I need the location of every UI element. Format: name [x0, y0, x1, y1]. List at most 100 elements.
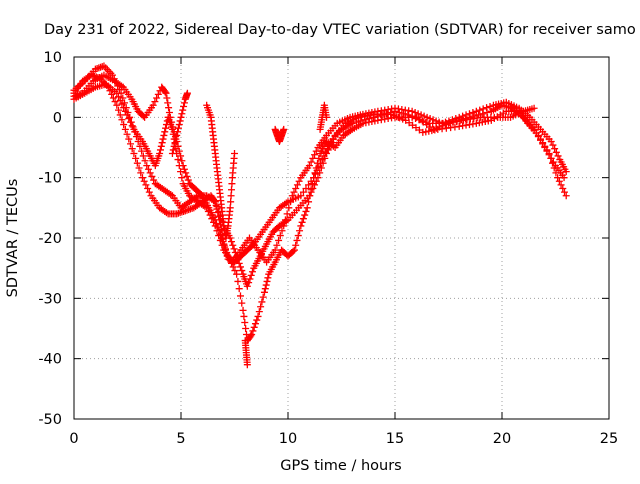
data-point [168, 150, 176, 158]
data-point [157, 142, 165, 150]
x-tick-label: 25 [600, 431, 618, 447]
data-point [312, 177, 320, 185]
data-point [247, 271, 255, 279]
data-point [305, 162, 313, 170]
data-point [180, 102, 188, 110]
data-point [228, 238, 236, 246]
data-point [173, 131, 181, 139]
data-point [552, 169, 560, 177]
data-point [154, 90, 162, 98]
data-point [118, 116, 126, 124]
data-point [243, 361, 251, 369]
data-point [228, 259, 236, 267]
data-point [171, 139, 179, 147]
data-point [400, 110, 408, 118]
data-point [323, 150, 331, 158]
data-point [184, 176, 192, 184]
data-point [212, 201, 220, 209]
data-point [479, 105, 487, 113]
data-point [211, 222, 219, 230]
data-point [263, 277, 271, 285]
data-point [253, 316, 261, 324]
tick-layer: 0 5 10 15 20 25 -50 -40 -30 -20 -10 0 10 [38, 50, 618, 447]
data-point [258, 298, 266, 306]
data-point [233, 252, 241, 260]
data-point [420, 112, 428, 120]
data-point [130, 150, 138, 158]
data-point [288, 192, 296, 200]
data-point [121, 107, 129, 115]
data-point [175, 162, 183, 170]
data-point [486, 102, 494, 110]
data-point [324, 146, 332, 154]
data-point [162, 124, 170, 132]
y-axis-label: SDTVAR / TECUs [5, 179, 21, 298]
data-point [547, 154, 555, 162]
series-track-d [70, 80, 570, 266]
data-point [301, 211, 309, 219]
data-point [310, 174, 318, 182]
data-point [329, 135, 337, 143]
series-track-i [316, 101, 331, 133]
data-point [143, 162, 151, 170]
data-point [168, 125, 176, 133]
data-point [245, 279, 253, 287]
data-point [156, 146, 164, 154]
data-point [233, 270, 241, 278]
data-point [298, 218, 306, 226]
chart-title: Day 231 of 2022, Sidereal Day-to-day VTE… [44, 22, 636, 38]
data-point [285, 204, 293, 212]
data-point [315, 154, 323, 162]
data-point [183, 89, 191, 97]
data-point [323, 113, 331, 121]
data-point [483, 104, 491, 112]
data-point [238, 267, 246, 275]
data-point [144, 165, 152, 173]
y-tick-label: -20 [38, 231, 62, 247]
data-point [118, 100, 126, 108]
data-point [178, 157, 186, 165]
data-point [299, 215, 307, 223]
data-point [229, 241, 237, 249]
data-point [228, 186, 236, 194]
data-point [115, 93, 123, 101]
data-point [140, 177, 148, 185]
data-point [116, 96, 124, 104]
data-point [226, 204, 234, 212]
data-point [135, 164, 143, 172]
data-point [417, 111, 425, 119]
series-track-b [70, 62, 570, 290]
data-point [116, 111, 124, 119]
data-point [293, 181, 301, 189]
data-point [126, 140, 134, 148]
data-point [177, 168, 185, 176]
y-tick-label: 10 [44, 50, 62, 66]
data-point [250, 323, 258, 331]
data-point [151, 98, 159, 106]
data-point [292, 185, 300, 193]
data-point [213, 227, 221, 235]
data-point [418, 117, 426, 125]
data-point [261, 285, 269, 293]
data-point [243, 282, 251, 290]
data-point [150, 176, 158, 184]
data-point [307, 158, 315, 166]
data-point [177, 113, 185, 121]
data-point [126, 118, 134, 126]
data-point [179, 106, 187, 114]
data-point [204, 207, 212, 215]
data-point [141, 157, 149, 165]
data-point [554, 152, 562, 160]
data-point [442, 118, 450, 126]
series-track-f [203, 101, 238, 242]
data-point [560, 188, 568, 196]
data-point [138, 174, 146, 182]
data-point [214, 209, 222, 217]
data-point [121, 125, 129, 133]
data-point [160, 131, 168, 139]
y-tick-label: -50 [38, 412, 62, 428]
x-tick-label: 10 [279, 431, 297, 447]
data-point [387, 110, 395, 118]
